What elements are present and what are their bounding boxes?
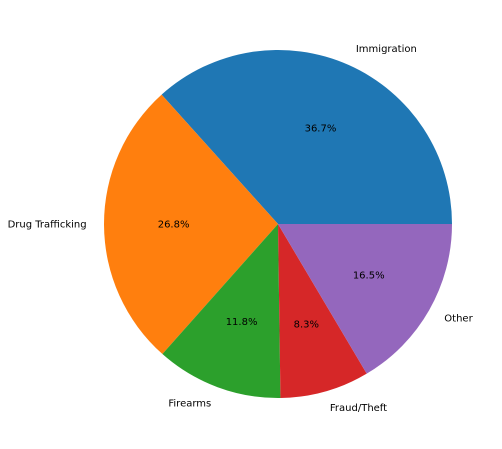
pct-label-other: 16.5% bbox=[353, 271, 385, 282]
pie-slice-firearms bbox=[162, 224, 281, 398]
pie-slice-drug-trafficking bbox=[103, 94, 278, 355]
slice-label-fraud-theft: Fraud/Theft bbox=[330, 403, 387, 414]
pct-label-fraud-theft: 8.3% bbox=[294, 319, 319, 330]
slice-label-firearms: Firearms bbox=[168, 398, 211, 409]
pct-label-drug-trafficking: 26.8% bbox=[158, 219, 190, 230]
slice-label-other: Other bbox=[444, 314, 473, 325]
pie-labels: Immigration 36.7% Drug Trafficking 26.8% Fir… bbox=[8, 44, 474, 414]
pie-slice-fraud-theft bbox=[278, 224, 367, 398]
pie-slice-other bbox=[278, 224, 452, 374]
pct-label-immigration: 36.7% bbox=[305, 124, 337, 135]
pie-slice-immigration bbox=[161, 49, 452, 224]
slice-label-drug-trafficking: Drug Trafficking bbox=[8, 220, 87, 231]
slice-label-immigration: Immigration bbox=[356, 44, 417, 55]
pct-label-firearms: 11.8% bbox=[226, 317, 258, 328]
pie-slices bbox=[103, 49, 452, 398]
